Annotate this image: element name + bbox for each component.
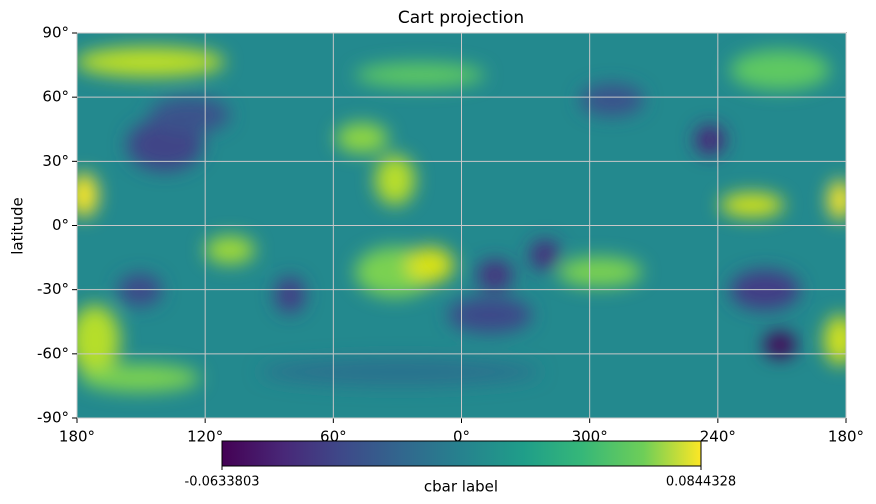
x-tick-label: 180° [59,428,95,446]
y-tick-label: -30° [37,280,69,298]
x-tick-label: 240° [700,428,736,446]
x-tick-label: 180° [828,428,864,446]
y-tick-label: -60° [37,344,69,362]
y-tick-label: -90° [37,409,69,427]
y-axis-label: latitude [9,197,27,255]
x-tick-label: 0° [453,428,470,446]
y-tick-label: 0° [52,216,69,234]
map-title: Cart projection [398,8,524,28]
colorbar-label: cbar label [424,478,498,496]
colorbar [221,440,702,467]
x-tick-label: 300° [572,428,608,446]
y-tick-label: 90° [42,24,69,42]
y-tick-label: 30° [42,152,69,170]
y-tick-label: 60° [42,88,69,106]
colorbar-tick-label: -0.0633803 [185,475,260,490]
x-tick-label: 120° [187,428,223,446]
x-tick-label: 60° [320,428,347,446]
colorbar-tick-label: 0.0844328 [666,475,736,490]
